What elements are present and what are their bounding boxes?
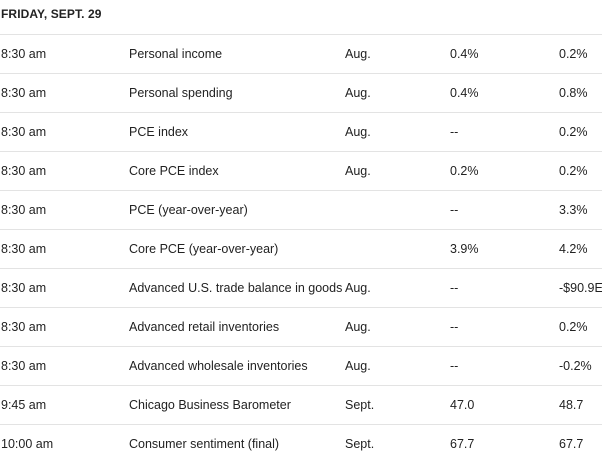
table-row: 8:30 am Personal spending Aug. 0.4% 0.8%: [0, 74, 602, 113]
previous-cell: -$90.9E: [559, 281, 602, 295]
previous-cell: 0.2%: [559, 164, 588, 178]
table-row: 8:30 am Core PCE (year-over-year) 3.9% 4…: [0, 230, 602, 269]
time-cell: 9:45 am: [1, 398, 47, 412]
previous-cell: 0.2%: [559, 47, 588, 61]
period-cell: Sept.: [345, 398, 375, 412]
event-cell: Core PCE (year-over-year): [129, 242, 279, 256]
event-cell: PCE (year-over-year): [129, 203, 248, 217]
previous-cell: 4.2%: [559, 242, 588, 256]
day-heading: FRIDAY, SEPT. 29: [1, 7, 102, 21]
previous-cell: 48.7: [559, 398, 584, 412]
table-row: 8:30 am Personal income Aug. 0.4% 0.2%: [0, 35, 602, 74]
table-row: 8:30 am Advanced retail inventories Aug.…: [0, 308, 602, 347]
time-cell: 10:00 am: [1, 437, 54, 451]
event-cell: Advanced U.S. trade balance in goods: [129, 281, 343, 295]
period-cell: Aug.: [345, 47, 371, 61]
event-cell: Personal income: [129, 47, 223, 61]
period-cell: Aug.: [345, 359, 371, 373]
event-cell: Advanced wholesale inventories: [129, 359, 308, 373]
previous-cell: 0.8%: [559, 86, 588, 100]
event-cell: Consumer sentiment (final): [129, 437, 280, 451]
period-cell: Aug.: [345, 164, 371, 178]
table-row: 8:30 am Core PCE index Aug. 0.2% 0.2%: [0, 152, 602, 191]
previous-cell: 3.3%: [559, 203, 588, 217]
time-cell: 8:30 am: [1, 281, 47, 295]
forecast-cell: --: [450, 359, 459, 373]
forecast-cell: 0.4%: [450, 86, 479, 100]
forecast-cell: 67.7: [450, 437, 475, 451]
event-cell: Core PCE index: [129, 164, 219, 178]
period-cell: Sept.: [345, 437, 375, 451]
time-cell: 8:30 am: [1, 86, 47, 100]
forecast-cell: 0.2%: [450, 164, 479, 178]
previous-cell: 67.7: [559, 437, 584, 451]
time-cell: 8:30 am: [1, 47, 47, 61]
period-cell: Aug.: [345, 86, 371, 100]
period-cell: Aug.: [345, 320, 371, 334]
time-cell: 8:30 am: [1, 359, 47, 373]
forecast-cell: --: [450, 320, 459, 334]
forecast-cell: --: [450, 125, 459, 139]
time-cell: 8:30 am: [1, 164, 47, 178]
forecast-cell: 3.9%: [450, 242, 479, 256]
forecast-cell: --: [450, 281, 459, 295]
table-row: 10:00 am Consumer sentiment (final) Sept…: [0, 425, 602, 463]
table-row: 8:30 am PCE (year-over-year) -- 3.3%: [0, 191, 602, 230]
forecast-cell: 47.0: [450, 398, 475, 412]
event-cell: PCE index: [129, 125, 189, 139]
table-row: 8:30 am Advanced wholesale inventories A…: [0, 347, 602, 386]
forecast-cell: --: [450, 203, 459, 217]
previous-cell: 0.2%: [559, 125, 588, 139]
period-cell: Aug.: [345, 281, 371, 295]
previous-cell: 0.2%: [559, 320, 588, 334]
event-cell: Personal spending: [129, 86, 233, 100]
time-cell: 8:30 am: [1, 203, 47, 217]
economic-calendar-table: 8:30 am Personal income Aug. 0.4% 0.2% 8…: [0, 34, 602, 463]
table-row: 9:45 am Chicago Business Barometer Sept.…: [0, 386, 602, 425]
time-cell: 8:30 am: [1, 242, 47, 256]
table-row: 8:30 am PCE index Aug. -- 0.2%: [0, 113, 602, 152]
previous-cell: -0.2%: [559, 359, 592, 373]
forecast-cell: 0.4%: [450, 47, 479, 61]
time-cell: 8:30 am: [1, 125, 47, 139]
table-row: 8:30 am Advanced U.S. trade balance in g…: [0, 269, 602, 308]
time-cell: 8:30 am: [1, 320, 47, 334]
event-cell: Chicago Business Barometer: [129, 398, 291, 412]
period-cell: Aug.: [345, 125, 371, 139]
event-cell: Advanced retail inventories: [129, 320, 280, 334]
